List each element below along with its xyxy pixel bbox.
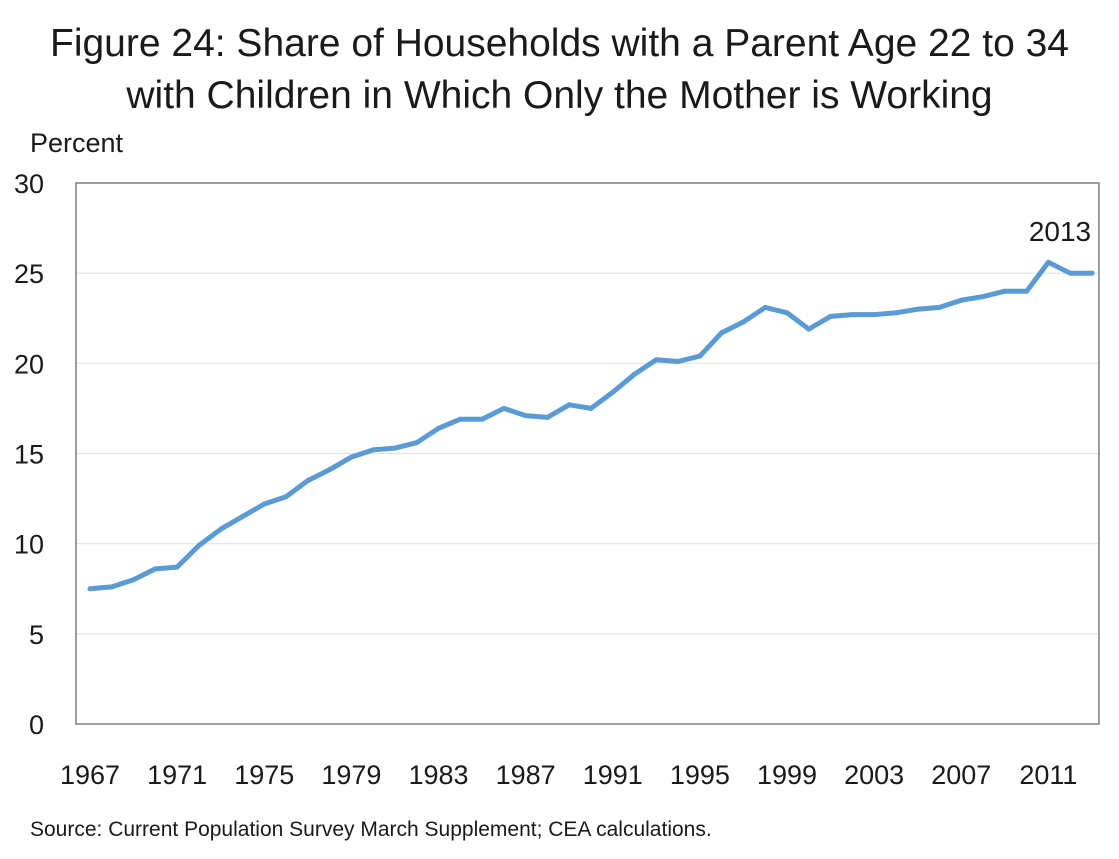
data-point-1983 <box>436 425 442 431</box>
x-tick-label: 1987 <box>496 760 556 790</box>
x-tick-label: 1999 <box>757 760 817 790</box>
x-tick-label: 1975 <box>234 760 294 790</box>
data-point-2007 <box>958 297 964 303</box>
series-line <box>87 259 1095 592</box>
data-point-2002 <box>849 312 855 318</box>
data-point-1981 <box>392 445 398 451</box>
data-point-2001 <box>828 313 834 319</box>
data-point-1999 <box>784 310 790 316</box>
data-point-1987 <box>523 413 529 419</box>
data-point-1993 <box>653 357 659 363</box>
data-points <box>87 259 1095 592</box>
data-point-1994 <box>675 359 681 365</box>
data-point-1997 <box>740 319 746 325</box>
x-tick-label: 1979 <box>321 760 381 790</box>
x-tick-label: 2011 <box>1019 760 1077 790</box>
data-point-2004 <box>893 310 899 316</box>
annotation-2013: 2013 <box>1029 216 1091 247</box>
data-point-1998 <box>762 304 768 310</box>
data-point-2013 <box>1089 270 1095 276</box>
chart-title-line-2: with Children in Which Only the Mother i… <box>126 74 993 117</box>
data-point-2009 <box>1002 288 1008 294</box>
plot-area-border <box>75 182 1100 725</box>
y-tick-label: 10 <box>14 530 44 560</box>
x-axis-tick-labels: 1967 1971 1975 1979 1983 1987 1991 1995 1999 2003… <box>60 760 1078 790</box>
source-note: Source: Current Population Survey March … <box>30 818 712 841</box>
y-tick-label: 30 <box>14 169 44 199</box>
data-point-1982 <box>414 440 420 446</box>
chart-title: Figure 24: Share of Households with a Pa… <box>0 18 1119 122</box>
y-tick-label: 25 <box>14 259 44 289</box>
data-point-1971 <box>174 564 180 570</box>
y-tick-label: 5 <box>29 620 44 650</box>
x-tick-label: 1991 <box>583 760 643 790</box>
data-point-1984 <box>457 416 463 422</box>
data-point-1980 <box>370 447 376 453</box>
y-axis-label: Percent <box>30 128 124 158</box>
data-point-1996 <box>719 330 725 336</box>
data-point-1986 <box>501 405 507 411</box>
data-point-1991 <box>610 389 616 395</box>
data-point-1976 <box>283 494 289 500</box>
data-point-1989 <box>566 402 572 408</box>
data-point-1967 <box>87 586 93 592</box>
data-point-1973 <box>218 526 224 532</box>
data-point-1968 <box>109 584 115 590</box>
y-tick-label: 0 <box>29 710 44 740</box>
data-point-2012 <box>1067 270 1073 276</box>
data-point-1975 <box>261 501 267 507</box>
x-tick-label: 2007 <box>931 760 991 790</box>
data-point-1992 <box>632 371 638 377</box>
y-tick-label: 15 <box>14 440 44 470</box>
data-point-2006 <box>937 304 943 310</box>
x-tick-label: 2003 <box>844 760 904 790</box>
data-point-1979 <box>348 454 354 460</box>
x-tick-label: 1983 <box>408 760 468 790</box>
gridlines <box>76 272 1099 635</box>
data-point-2010 <box>1024 288 1030 294</box>
data-point-2011 <box>1045 259 1051 265</box>
data-point-2005 <box>915 306 921 312</box>
y-tick-label: 20 <box>14 349 44 379</box>
data-point-1977 <box>305 478 311 484</box>
data-point-1972 <box>196 542 202 548</box>
data-point-2000 <box>806 326 812 332</box>
data-point-1990 <box>588 405 594 411</box>
y-axis-tick-labels: 0 5 10 15 20 25 30 <box>14 169 44 740</box>
data-point-1969 <box>131 577 137 583</box>
data-point-2003 <box>871 312 877 318</box>
data-point-1985 <box>479 416 485 422</box>
chart-title-line-1: Figure 24: Share of Households with a Pa… <box>50 22 1069 65</box>
data-point-1988 <box>544 414 550 420</box>
data-point-1970 <box>152 566 158 572</box>
x-tick-label: 1967 <box>60 760 120 790</box>
data-point-1978 <box>327 467 333 473</box>
x-tick-label: 1971 <box>147 760 207 790</box>
data-point-1974 <box>239 514 245 520</box>
data-point-1995 <box>697 353 703 359</box>
data-point-2008 <box>980 294 986 300</box>
x-tick-label: 1995 <box>670 760 730 790</box>
